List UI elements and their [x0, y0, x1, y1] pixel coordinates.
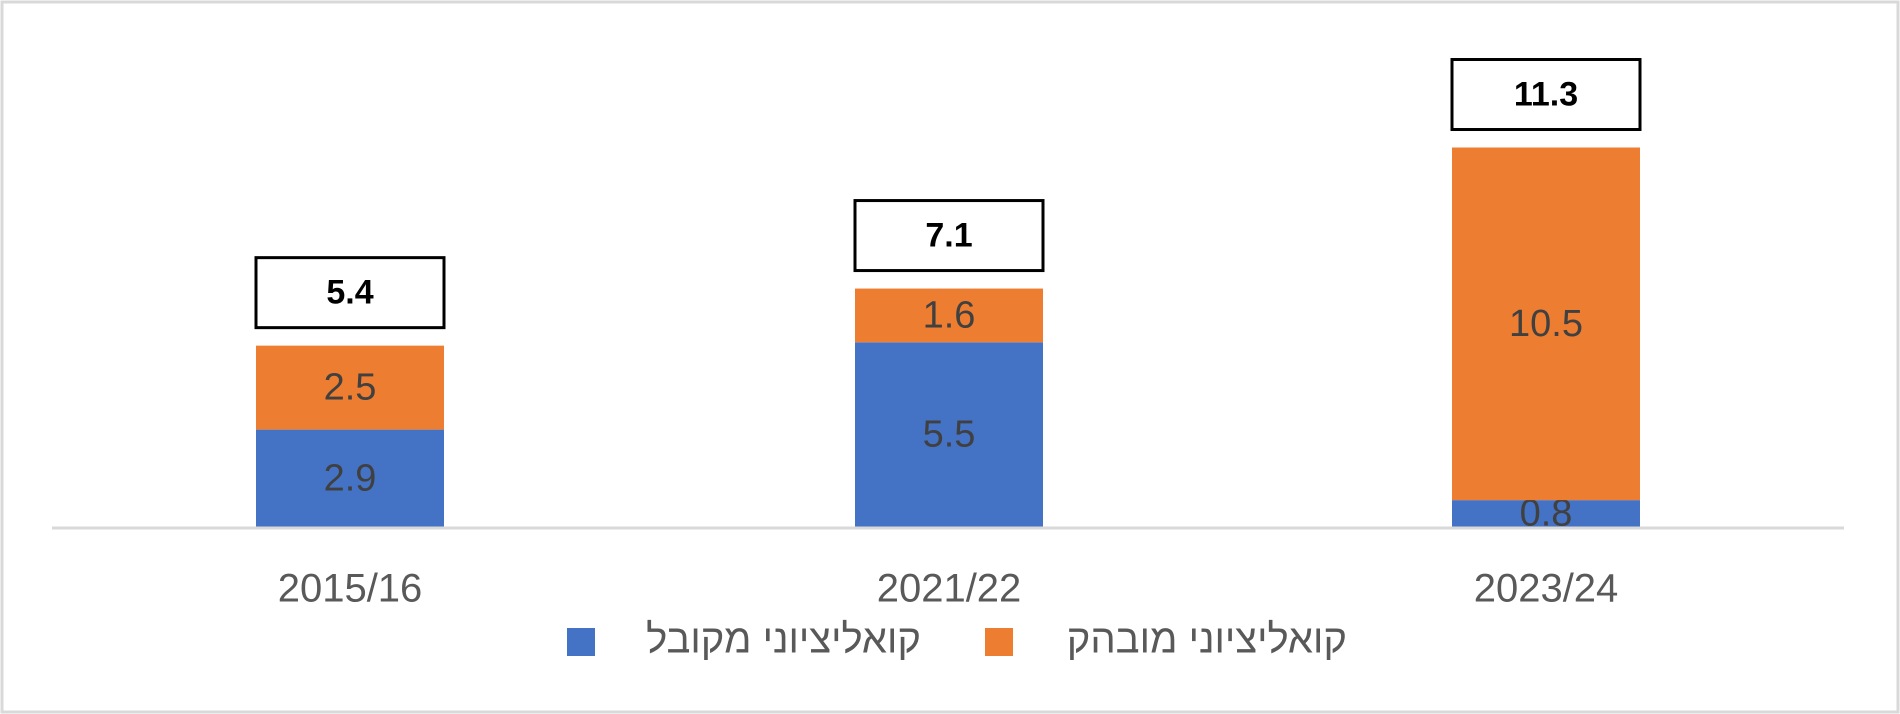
data-label: 2.9	[324, 457, 377, 499]
bar-segment	[855, 342, 1043, 527]
data-label: 1.6	[923, 294, 976, 336]
bar-segment	[855, 288, 1043, 343]
x-tick-label: 2023/24	[1474, 567, 1619, 611]
data-label: 2.5	[324, 367, 377, 409]
total-label: 11.3	[1514, 75, 1578, 113]
legend-label: קואליציוני מקובל	[646, 618, 921, 662]
total-label: 5.4	[326, 274, 373, 312]
data-label: 10.5	[1509, 303, 1583, 345]
total-box	[254, 256, 446, 330]
total-box	[1450, 58, 1642, 132]
bar-segment	[256, 429, 444, 527]
total-label: 7.1	[925, 217, 972, 255]
bar-segment	[256, 345, 444, 430]
bar-segment	[1452, 147, 1640, 501]
x-tick-label: 2015/16	[278, 567, 423, 611]
bar-segment	[1452, 500, 1640, 527]
legend-label: קואליציוני מובהק	[1067, 618, 1347, 662]
legend-swatch	[985, 628, 1013, 656]
legend-swatch	[567, 628, 595, 656]
data-label: 5.5	[923, 414, 976, 456]
total-box	[853, 199, 1045, 273]
x-tick-label: 2021/22	[877, 567, 1022, 611]
